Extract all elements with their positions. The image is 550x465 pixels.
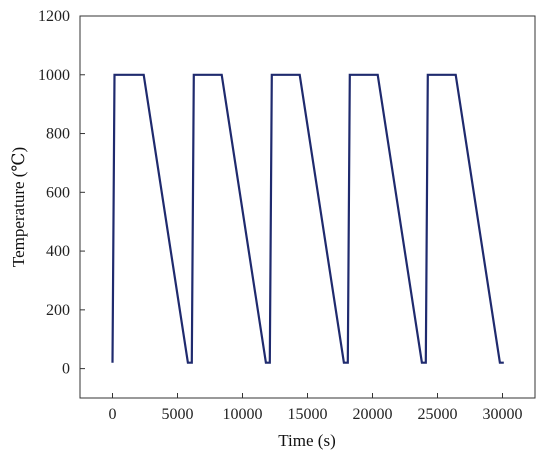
x-axis-ticks: 0 5000 10000 15000 20000 25000 30000 [109,393,523,423]
plot-frame [79,15,536,399]
y-tick-label: 200 [46,302,70,319]
y-tick-label: 400 [46,243,70,260]
y-tick-label: 600 [46,184,70,201]
x-tick-label: 15000 [288,406,328,423]
x-axis-title: Time (s) [278,431,335,450]
y-tick-label: 1000 [38,67,70,84]
series-layer [111,73,504,364]
x-tick-label: 25000 [418,406,458,423]
y-axis-ticks: 0 200 400 600 800 1000 1200 [38,8,85,378]
y-tick-label: 0 [62,361,70,378]
x-tick-label: 0 [109,406,117,423]
series-line-0 [111,73,504,364]
y-tick-label: 800 [46,126,70,143]
x-tick-label: 5000 [162,406,194,423]
y-tick-label: 1200 [38,8,70,25]
x-tick-label: 20000 [353,406,393,423]
x-tick-label: 10000 [223,406,263,423]
x-tick-label: 30000 [483,406,523,423]
y-axis-title: Temperature (℃) [9,147,28,267]
